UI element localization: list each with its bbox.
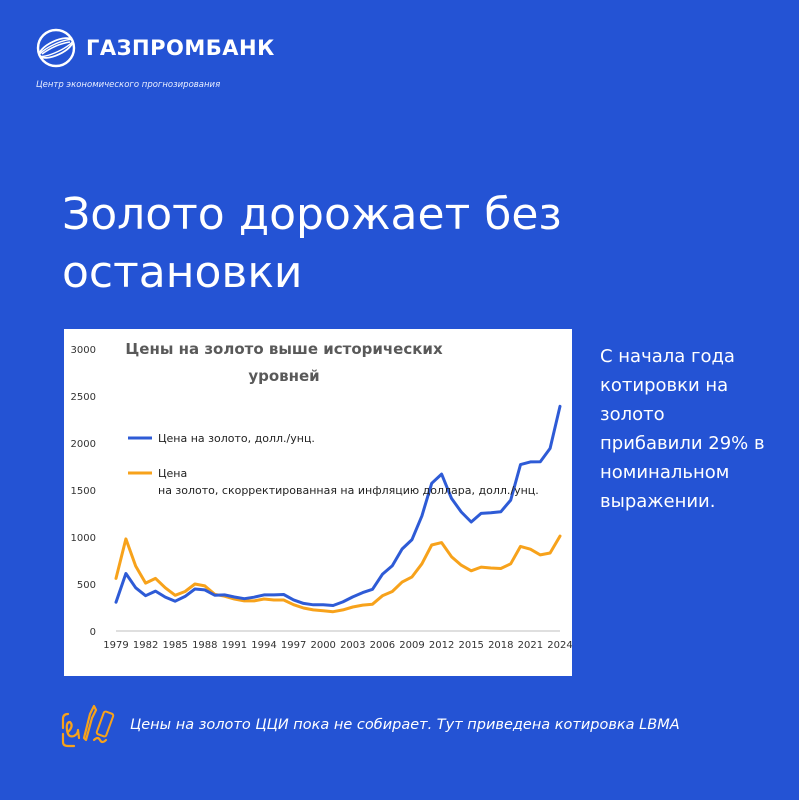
x-axis: 1979 1982 1985 1988 1991 1994 1997 2000 2003 2006… — [103, 630, 572, 651]
y-tick-label: 1500 — [71, 486, 96, 497]
footnote: Цены на золото ЦЦИ пока не собирает. Тут… — [60, 700, 680, 750]
y-axis: 0 500 1000 1500 2000 2500 3000 — [71, 345, 96, 638]
x-tick-label: 1985 — [162, 640, 187, 651]
x-tick-label: 1994 — [251, 640, 276, 651]
x-tick-label: 2021 — [518, 640, 543, 651]
x-tick-label: 2000 — [310, 640, 335, 651]
chart-title-line-1: Цены на золото выше исторических — [125, 340, 443, 358]
brand-name: ГАЗПРОМБАНК — [86, 36, 275, 60]
y-tick-label: 1000 — [71, 533, 96, 544]
globe-logo-icon — [36, 28, 76, 68]
x-tick-label: 2006 — [370, 640, 395, 651]
series-line-nominal — [114, 404, 562, 607]
gold-price-chart: Цены на золото выше исторических уровней… — [71, 340, 572, 651]
y-tick-label: 3000 — [71, 345, 96, 356]
x-tick-label: 1979 — [103, 640, 128, 651]
series-line-real — [114, 534, 562, 614]
y-tick-label: 2000 — [71, 439, 96, 450]
side-text: С начала года котировки на золото прибавили… — [600, 346, 765, 512]
x-tick-label: 2003 — [340, 640, 365, 651]
headline: Золото дорожает без остановки — [62, 189, 562, 298]
brand-subtitle: Центр экономического прогнозирования — [36, 80, 221, 90]
legend-label: Цена на золото, долл./унц. — [158, 432, 315, 445]
x-tick-label: 2015 — [458, 640, 483, 651]
chart-card: Цены на золото выше исторических уровней… — [64, 329, 572, 676]
y-tick-label: 500 — [77, 580, 96, 591]
x-tick-label: 2018 — [488, 640, 513, 651]
chart-title-line-2: уровней — [248, 367, 319, 385]
y-tick-label: 0 — [90, 627, 96, 638]
legend-label: Цена — [158, 467, 187, 480]
legend: Цена на золото, долл./унц. Цена на золото,… — [128, 432, 539, 497]
y-tick-label: 2500 — [71, 392, 96, 403]
legend-label: на золото, скорректированная на инфляцию… — [158, 484, 539, 497]
series-lines — [114, 404, 562, 614]
x-tick-label: 1991 — [222, 640, 247, 651]
brand-logo: ГАЗПРОМБАНК — [36, 28, 275, 68]
x-tick-label: 2009 — [399, 640, 424, 651]
footnote-text: Цены на золото ЦЦИ пока не собирает. Тут… — [130, 717, 680, 733]
x-tick-label: 1988 — [192, 640, 217, 651]
x-tick-label: 2012 — [429, 640, 454, 651]
handwriting-pen-icon — [61, 704, 115, 748]
x-tick-label: 1997 — [281, 640, 306, 651]
x-tick-label: 1982 — [133, 640, 158, 651]
x-tick-label: 2024 — [547, 640, 572, 651]
